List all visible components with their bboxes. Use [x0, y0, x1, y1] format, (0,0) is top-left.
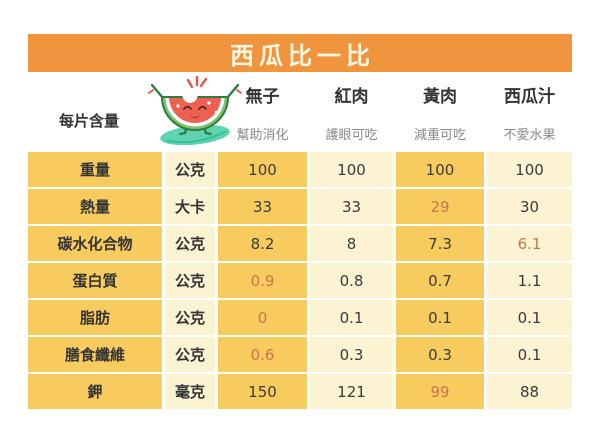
mascot-mouth	[189, 113, 201, 118]
value-cell: 0.7	[396, 263, 484, 298]
value-cell: 0.3	[310, 337, 393, 372]
row-unit: 公克	[165, 152, 215, 187]
column-subtitle: 護眼可吃	[325, 128, 378, 143]
nutrition-table: 重量 公克 100 100 100 100 熱量 大卡 33 33 29 30 …	[28, 152, 572, 409]
value-cell: 0.1	[487, 300, 572, 335]
value-cell: 88	[487, 374, 572, 409]
mascot-eyes	[183, 105, 207, 110]
column-header-juice: 西瓜汁 不愛水果	[487, 72, 572, 152]
sparkle-rays-icon	[186, 75, 208, 89]
value-cell: 150	[218, 374, 307, 409]
row-unit: 公克	[165, 226, 215, 261]
sparkle-ticks-icon	[148, 89, 242, 94]
row-header-label: 每片含量	[58, 112, 119, 130]
value-cell: 30	[487, 189, 572, 224]
column-header-yellow-flesh: 黃肉 減重可吃	[396, 72, 484, 152]
value-cell: 8	[310, 226, 393, 261]
row-unit: 公克	[165, 263, 215, 298]
row-label: 重量	[28, 152, 162, 187]
value-cell: 33	[310, 189, 393, 224]
value-cell: 0.3	[396, 337, 484, 372]
value-cell: 6.1	[487, 226, 572, 261]
value-cell: 33	[218, 189, 307, 224]
column-subtitle: 不愛水果	[503, 128, 556, 143]
column-label: 無子	[245, 87, 280, 107]
value-cell: 0.1	[310, 300, 393, 335]
row-unit: 大卡	[165, 189, 215, 224]
watermelon-slice-icon	[161, 88, 229, 131]
column-label: 紅肉	[334, 87, 369, 107]
table-header: 每片含量	[28, 72, 572, 152]
value-cell: 100	[310, 152, 393, 187]
column-header-seedless: 無子 幫助消化	[218, 72, 307, 152]
value-cell: 0.8	[310, 263, 393, 298]
value-cell: 7.3	[396, 226, 484, 261]
row-unit: 毫克	[165, 374, 215, 409]
value-cell: 99	[396, 374, 484, 409]
surfboard-icon	[160, 124, 230, 146]
row-label: 鉀	[28, 374, 162, 409]
value-cell: 29	[396, 189, 484, 224]
column-subtitle: 減重可吃	[413, 128, 466, 143]
row-label: 蛋白質	[28, 263, 162, 298]
value-cell: 0.6	[218, 337, 307, 372]
value-cell: 121	[310, 374, 393, 409]
value-cell: 0	[218, 300, 307, 335]
row-unit: 公克	[165, 300, 215, 335]
row-header-cell: 每片含量	[28, 72, 162, 152]
value-cell: 0.1	[487, 337, 572, 372]
value-cell: 100	[487, 152, 572, 187]
row-label: 脂肪	[28, 300, 162, 335]
column-subtitle: 幫助消化	[236, 128, 289, 143]
row-unit: 公克	[165, 337, 215, 372]
column-label: 黃肉	[423, 87, 457, 107]
watermelon-mascot-icon	[148, 75, 242, 146]
value-cell: 0.1	[396, 300, 484, 335]
value-cell: 100	[396, 152, 484, 187]
value-cell: 8.2	[218, 226, 307, 261]
value-cell: 100	[218, 152, 307, 187]
row-label: 碳水化合物	[28, 226, 162, 261]
column-header-red-flesh: 紅肉 護眼可吃	[310, 72, 393, 152]
row-label: 膳食纖維	[28, 337, 162, 372]
column-label: 西瓜汁	[504, 87, 555, 107]
page-title: 西瓜比一比	[28, 34, 572, 72]
value-cell: 1.1	[487, 263, 572, 298]
row-label: 熱量	[28, 189, 162, 224]
value-cell: 0.9	[218, 263, 307, 298]
